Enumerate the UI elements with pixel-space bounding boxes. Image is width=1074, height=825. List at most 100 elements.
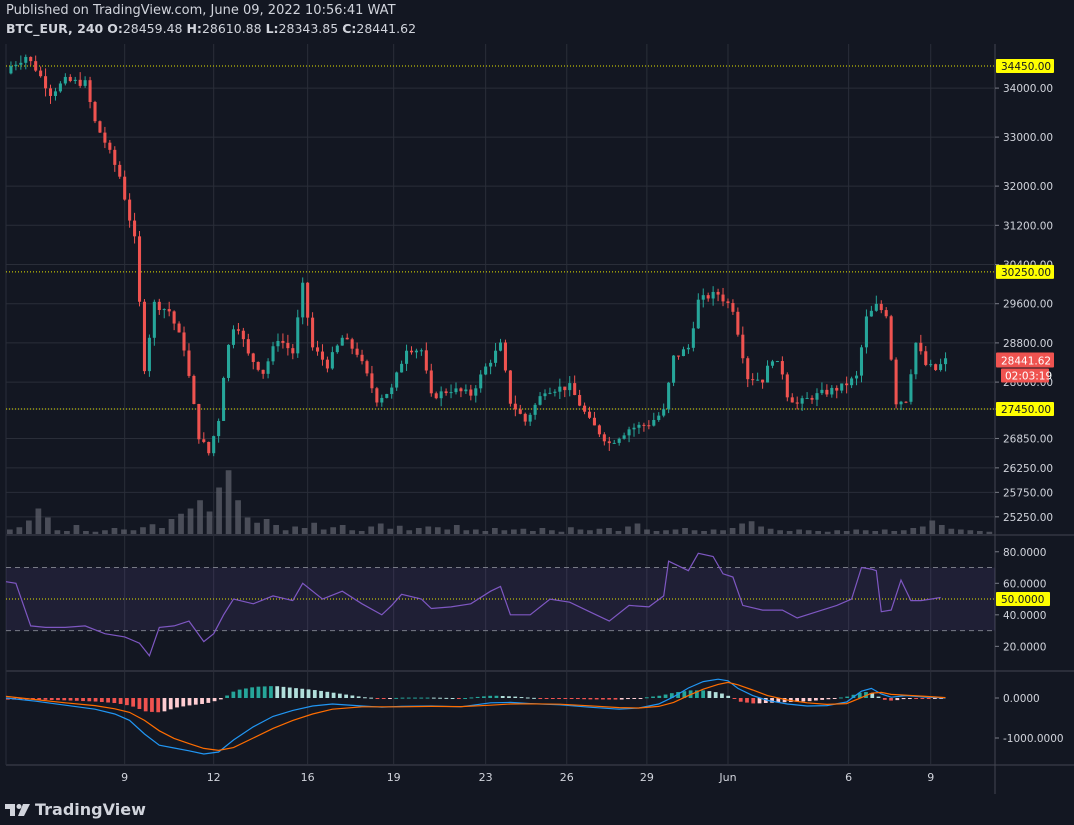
candle-body [602,434,606,442]
candle-body [721,294,725,302]
open-label: O: [107,21,123,36]
candle-body [83,80,87,86]
candle-body [162,309,166,311]
price-tick-label: 25250.00 [1003,512,1053,524]
candle-body [736,311,740,335]
volume-bar [92,531,99,534]
candle-body [276,340,280,347]
candle-body [48,88,53,96]
volume-bar [938,525,945,534]
time-axis[interactable]: 9 12 16 19 23 26 29 Jun 6 9 [121,771,934,784]
grid-layer [5,44,1074,794]
macd-histogram-bar [87,698,92,702]
macd-pane [5,678,946,755]
candle-body [459,388,463,392]
candle-body [409,350,414,353]
macd-histogram-bar [814,698,818,701]
candle-body [746,358,750,380]
macd-histogram-bar [782,698,787,703]
macd-histogram-bar [519,697,524,699]
volume-bar [225,470,232,534]
candle-body [489,362,493,367]
volume-bar [834,530,841,534]
rsi-pane [5,552,995,658]
candle-body [360,354,364,362]
macd-histogram-bar [475,696,480,698]
candle-body [508,370,512,404]
volume-bar [653,531,660,534]
macd-histogram-bar [337,693,342,698]
macd-histogram-bar [269,686,273,698]
macd-histogram-bar [81,698,85,702]
candle-body [805,397,809,399]
candle-body [939,364,943,370]
volume-bar [900,530,907,534]
macd-histogram-bar [550,698,555,699]
macd-histogram-bar [644,697,649,699]
macd-histogram-bar [156,698,161,713]
candle-body [103,132,107,143]
candle-body [681,349,685,357]
candle-body [533,404,537,415]
candle-body [607,441,611,444]
candle-body [716,291,720,295]
candle-body [553,391,557,393]
volume-bar [929,520,936,534]
candle-body [761,379,765,383]
price-axis[interactable]: 34000.0033000.0032000.0031200.0030400.00… [995,59,1064,745]
volume-bar [663,530,669,534]
candle-body [612,442,616,444]
candle-body [642,424,646,426]
volume-bar [558,531,565,534]
tradingview-logo[interactable]: TradingView [5,800,146,819]
macd-histogram-bar [607,698,612,700]
macd-histogram-bar [206,698,211,703]
volume-bar [530,531,536,534]
candle-body [731,302,735,312]
macd-histogram-bar [106,698,110,703]
candle-body [108,142,112,150]
candle-body [548,392,552,394]
volume-bar [587,530,593,534]
volume-bar [187,508,194,534]
time-tick-label: 9 [121,771,128,784]
candle-body [375,388,379,403]
volume-bar [206,511,213,534]
candle-body [850,378,854,386]
volume-bar [387,528,394,534]
level-label: 34450.00 [1001,61,1051,73]
candle-body [691,328,695,348]
volume-bar [967,530,974,534]
macd-histogram-bar [544,698,549,699]
volume-bar [406,530,413,534]
symbol-label[interactable]: BTC_EUR, 240 [6,21,104,36]
candle-body [726,301,730,303]
candle-body [14,64,18,67]
macd-histogram-bar [613,698,618,700]
volume-bar [501,530,508,534]
candle-body [340,337,344,346]
macd-histogram-bar [331,692,336,698]
candle-body [429,370,433,394]
price-tick-label: 34000.00 [1003,83,1053,95]
chart-canvas[interactable]: 34000.0033000.0032000.0031200.0030400.00… [0,44,1074,796]
candle-body [845,383,849,386]
candle-body [222,377,226,421]
candle-body [330,352,334,369]
macd-histogram-bar [463,697,468,699]
volume-bar [853,529,860,534]
macd-histogram-bar [757,698,762,704]
candle-body [563,386,567,391]
volume-bar [682,528,688,534]
candle-body [686,347,690,350]
candle-body [128,199,132,221]
macd-histogram-bar [832,698,837,699]
candle-body [667,382,671,410]
candle-body [98,121,102,133]
macd-histogram-bar [244,688,248,698]
volume-bar [615,531,622,534]
candle-body [765,365,770,383]
candle-body [291,348,295,354]
candle-body [281,340,285,343]
footer: TradingView [0,796,1074,825]
